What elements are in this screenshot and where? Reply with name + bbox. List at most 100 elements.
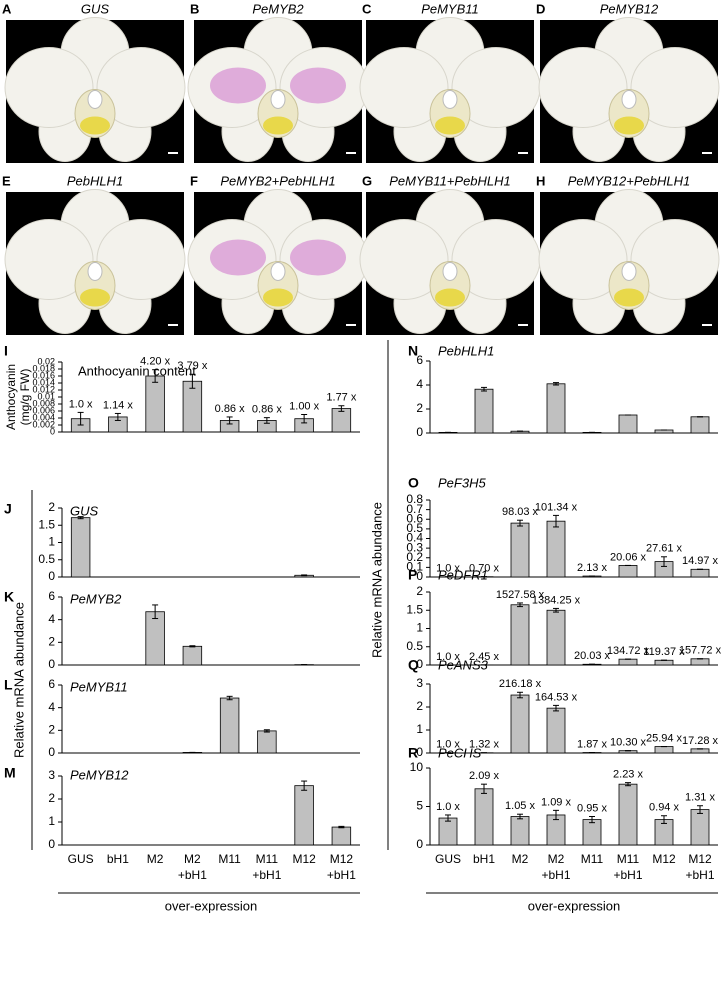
fold-label: 17.28 x: [682, 735, 719, 747]
y-tick-label: 2: [48, 500, 55, 514]
y-tick-label: 2: [48, 635, 55, 649]
y-tick-label: 2: [48, 723, 55, 737]
y-tick-label: 1: [416, 722, 423, 736]
bar: [70, 517, 91, 578]
y-tick-label: 6: [48, 589, 55, 603]
panel-letter: H: [536, 173, 545, 188]
bar: [474, 788, 494, 846]
fold-label: 10.30 x: [610, 737, 647, 749]
fold-label: 0.86 x: [252, 404, 282, 416]
chart-title: Anthocyanin content: [78, 363, 196, 378]
fold-label: 1.0 x: [69, 398, 93, 410]
bar: [219, 697, 240, 754]
photo-label: PebHLH1: [67, 173, 123, 188]
bar: [145, 375, 165, 433]
petal: [96, 47, 186, 128]
bar: [438, 817, 458, 846]
chart-title: GUS: [70, 503, 99, 518]
fold-label: 1.00 x: [289, 400, 319, 412]
x-tick-label: M12: [652, 852, 676, 866]
photo-label: PeMYB2: [252, 1, 304, 16]
fold-label: 4.20 x: [140, 356, 170, 368]
chart-title: PeMYB11: [70, 679, 128, 694]
bar: [654, 746, 674, 754]
y-axis-label: Anthocyanin: [4, 364, 18, 430]
x-tick-label: GUS: [434, 852, 461, 866]
bar: [618, 658, 638, 666]
y-tick-label: 2: [48, 791, 55, 805]
x-tick-label: M11 +bH1: [252, 852, 282, 882]
lip-yellow: [614, 116, 644, 135]
pink-patch: [290, 239, 346, 276]
y-tick-label: 0.012: [32, 384, 55, 394]
y-tick-label: 0: [416, 569, 423, 583]
x-tick-label: M2 +bH1: [177, 852, 207, 882]
x-tick-label: M2 +bH1: [541, 852, 571, 882]
y-tick-label: 0: [48, 745, 55, 759]
y-tick-label: 3: [416, 676, 423, 690]
y-tick-label: 6: [416, 353, 423, 367]
lip-yellow: [80, 288, 110, 307]
bar: [294, 785, 314, 846]
y-tick-label: 1.5: [38, 517, 55, 531]
x-axis-label: over-expression: [528, 898, 621, 913]
y-tick-label: 0.004: [32, 412, 55, 422]
y-tick-label: 0: [48, 569, 55, 583]
fold-label: 1527.58 x: [496, 589, 545, 601]
panel-letter: A: [2, 1, 12, 16]
fold-label: 119.37 x: [643, 646, 685, 658]
bar: [510, 604, 530, 666]
fold-label: 2.09 x: [469, 770, 499, 782]
y-tick-label: 0.4: [406, 531, 423, 545]
bar: [257, 730, 277, 754]
bar: [690, 809, 710, 846]
panel-letter: I: [4, 343, 8, 359]
bar: [546, 520, 566, 578]
fold-label: 1.0 x: [436, 563, 460, 575]
flower: [538, 17, 720, 162]
fold-label: 25.94 x: [646, 732, 683, 744]
fold-label: 1.0 x: [436, 739, 460, 751]
column: [621, 90, 637, 109]
flower: [359, 17, 541, 162]
y-tick-label: 0.8: [406, 492, 423, 506]
bar: [690, 568, 710, 578]
chart-title: PeF3H5: [438, 475, 486, 490]
petal: [359, 47, 449, 128]
column: [270, 262, 286, 281]
chart-title: PeDFR1: [438, 567, 488, 582]
bar: [690, 416, 710, 434]
bar: [145, 611, 165, 666]
fold-label: 2.45 x: [469, 651, 499, 663]
lip-yellow: [80, 116, 110, 135]
fold-label: 134.72 x: [607, 645, 650, 657]
y-axis-label: Relative mRNA abundance: [11, 602, 26, 758]
panel-letter: O: [408, 475, 419, 491]
bar: [618, 565, 638, 578]
fold-label: 3.79 x: [177, 360, 207, 372]
x-axis-label: over-expression: [165, 898, 258, 913]
fold-label: 1.31 x: [685, 792, 715, 804]
y-tick-label: 0.2: [406, 550, 423, 564]
petal: [4, 47, 94, 128]
panel-letter: C: [362, 1, 372, 16]
y-tick-label: 0: [416, 837, 423, 851]
y-tick-label: 4: [48, 700, 55, 714]
fold-label: 1384.25 x: [532, 594, 581, 606]
fold-label: 1.87 x: [577, 738, 607, 750]
petal: [538, 219, 628, 300]
x-tick-label: bH1: [472, 852, 495, 866]
panel-letter: K: [4, 589, 14, 605]
y-tick-label: 0.002: [32, 419, 55, 429]
petal: [96, 219, 186, 300]
y-tick-label: 0: [416, 657, 423, 671]
photo-label: PeMYB11: [421, 1, 479, 16]
column: [87, 90, 103, 109]
y-tick-label: 3: [48, 768, 55, 782]
column: [87, 262, 103, 281]
fold-label: 98.03 x: [502, 506, 539, 518]
flower: [538, 189, 720, 334]
flower: [187, 17, 369, 162]
column: [442, 262, 458, 281]
flower: [359, 189, 541, 334]
